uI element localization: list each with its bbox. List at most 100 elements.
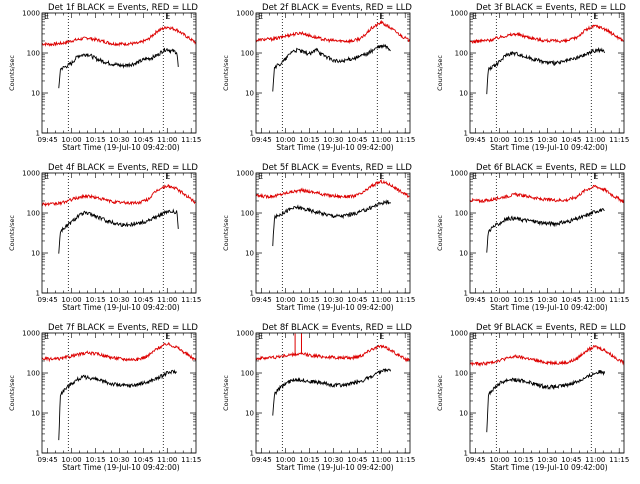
x-axis-label: Start Time (19-Jul-10 09:42:00) [490,463,607,472]
lld-series-line [255,179,410,200]
plot-frame [41,332,197,454]
y-axis-label: Counts/sec [436,55,444,91]
y-tick-label: 1 [464,450,468,458]
y-tick-label: 1 [250,130,254,138]
y-tick-label: 1000 [22,330,40,338]
x-tick-label: 10:45 [133,456,153,464]
x-tick-label: 10:45 [561,296,581,304]
y-tick-label: 10 [459,250,468,258]
x-axis-label: Start Time (19-Jul-10 09:42:00) [276,463,393,472]
x-axis-label: Start Time (19-Jul-10 09:42:00) [62,303,179,312]
x-tick-label: 11:15 [181,136,201,144]
x-tick-label: 11:15 [395,456,415,464]
chart-title: Det 4f BLACK = Events, RED = LLD [48,163,198,173]
panel-svg: Det 6f BLACK = Events, RED = LLD Counts/s… [436,163,629,312]
x-tick-label: 10:30 [323,456,343,464]
x-tick-label: 09:45 [465,136,485,144]
y-tick-label: 1000 [450,10,468,18]
y-tick-label: 1 [36,290,40,298]
x-tick-label: 09:45 [37,136,57,144]
x-tick-label: 10:30 [323,136,343,144]
y-tick-label: 10 [31,250,40,258]
x-tick-label: 11:00 [157,136,177,144]
events-series-line [272,368,392,416]
y-tick-label: 1000 [450,170,468,178]
lld-series-line [255,344,411,363]
e-marker: E [379,172,384,181]
x-tick-label: 11:00 [157,296,177,304]
x-tick-label: 11:15 [181,296,201,304]
e-marker: E [472,172,477,181]
detector-panel: Det 5f BLACK = Events, RED = LLD Counts/s… [214,160,426,320]
y-tick-label: 1000 [236,10,254,18]
y-tick-label: 100 [241,210,254,218]
lld-series-line [469,184,625,204]
x-tick-label: 09:45 [465,456,485,464]
e-marker: E [44,172,49,181]
x-tick-label: 10:45 [133,136,153,144]
events-series-line [486,370,606,433]
e-marker: E [472,332,477,341]
y-tick-label: 1000 [22,10,40,18]
x-tick-label: 10:45 [347,456,367,464]
y-axis-label: Counts/sec [222,215,230,251]
y-tick-label: 100 [455,50,468,58]
lld-series-line [41,341,197,363]
x-tick-label: 09:45 [251,456,271,464]
x-tick-label: 10:45 [561,456,581,464]
x-tick-label: 10:15 [85,296,105,304]
detector-panel: Det 3f BLACK = Events, RED = LLD Counts/s… [428,0,640,160]
lld-series-line [41,25,197,47]
events-series-line [272,43,391,92]
detector-panel: Det 4f BLACK = Events, RED = LLD Counts/s… [0,160,212,320]
y-tick-label: 10 [31,90,40,98]
y-tick-label: 100 [27,50,40,58]
y-tick-label: 100 [455,370,468,378]
panel-svg: Det 7f BLACK = Events, RED = LLD Counts/s… [8,323,201,472]
x-tick-label: 11:00 [585,296,605,304]
y-axis-label: Counts/sec [222,375,230,411]
x-tick-label: 10:30 [537,136,557,144]
y-axis-label: Counts/sec [436,375,444,411]
x-tick-label: 10:45 [347,296,367,304]
lld-series-line [41,183,196,207]
e-marker: E [165,332,170,341]
chart-title: Det 2f BLACK = Events, RED = LLD [262,3,412,13]
x-tick-label: 10:30 [537,296,557,304]
y-axis-label: Counts/sec [8,375,16,411]
detector-panel: Det 2f BLACK = Events, RED = LLD Counts/s… [214,0,426,160]
events-series-line [58,47,179,89]
events-series-line [486,46,606,95]
lld-series-line [469,24,624,45]
x-tick-label: 10:15 [299,136,319,144]
x-axis-label: Start Time (19-Jul-10 09:42:00) [490,303,607,312]
e-marker: E [472,12,477,21]
plot-frame [469,332,625,454]
y-tick-label: 100 [241,370,254,378]
panel-svg: Det 4f BLACK = Events, RED = LLD Counts/s… [8,163,201,312]
e-marker: E [165,12,170,21]
y-tick-label: 100 [241,50,254,58]
x-tick-label: 10:00 [275,456,295,464]
x-tick-label: 10:15 [513,296,533,304]
x-tick-label: 11:00 [585,456,605,464]
y-tick-label: 10 [459,410,468,418]
x-tick-label: 10:00 [489,136,509,144]
e-marker: E [593,332,598,341]
plot-frame [41,12,197,134]
x-tick-label: 10:15 [85,456,105,464]
lld-series-line [255,19,411,45]
x-axis-label: Start Time (19-Jul-10 09:42:00) [62,143,179,152]
plot-frame [255,12,411,134]
x-tick-label: 11:15 [609,296,629,304]
chart-title: Det 9f BLACK = Events, RED = LLD [476,323,626,333]
x-tick-label: 11:00 [371,136,391,144]
x-tick-label: 09:45 [251,296,271,304]
e-marker: E [379,332,384,341]
x-tick-label: 10:15 [513,136,533,144]
y-tick-label: 10 [459,90,468,98]
e-marker: E [258,12,263,21]
x-tick-label: 11:00 [585,136,605,144]
e-marker: E [258,332,263,341]
x-tick-label: 10:30 [537,456,557,464]
